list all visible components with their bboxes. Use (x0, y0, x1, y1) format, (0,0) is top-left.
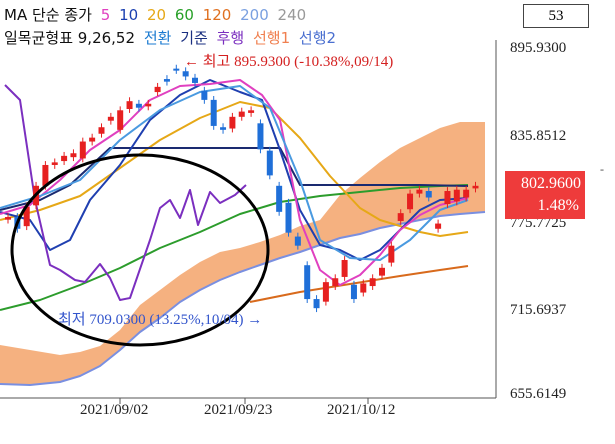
candle-body (332, 278, 339, 287)
candle-body (304, 265, 311, 300)
candle-body (276, 185, 283, 212)
ma10-line (0, 79, 469, 261)
candle-body (107, 116, 114, 121)
candle-body (285, 202, 292, 233)
candle-body (154, 86, 161, 93)
ma-legend-200: 200 (240, 6, 269, 24)
x-tick-label: 2021/09/02 (80, 402, 149, 418)
candle-body (472, 185, 479, 189)
ichimoku-legend-span2: 선행2 (298, 29, 337, 47)
candle-body (126, 101, 133, 109)
candle-body (248, 110, 255, 113)
candle-body (98, 127, 105, 134)
highlight-ellipse (10, 153, 270, 347)
ichimoku-cloud (0, 122, 485, 385)
candle-body (61, 155, 68, 162)
candle-body (322, 282, 329, 302)
candle-body (388, 245, 395, 263)
ma20-line (0, 101, 469, 237)
candle-body (135, 103, 142, 108)
price-change: 1.48% (537, 197, 579, 214)
current-price: 802.9600 (521, 175, 581, 192)
candle-body (407, 193, 414, 210)
y-tick-label: 715.6937 (510, 302, 567, 318)
lagging-span-line (4, 84, 247, 301)
candle-body (51, 162, 58, 165)
leading-span-2-line (0, 211, 486, 386)
ma-legend-60: 60 (174, 6, 194, 24)
candle-body (266, 150, 273, 176)
ichimoku-legend-span1: 선행1 (252, 29, 291, 47)
candle-body (360, 283, 367, 293)
current-price-box: 802.9600 1.48% (505, 171, 585, 219)
candle-body (425, 191, 432, 198)
ma-legend-title: MA 단순 종가 (4, 6, 92, 24)
candle-body (313, 299, 320, 309)
ma-legend-5: 5 (100, 6, 111, 24)
candle-body (416, 189, 423, 194)
ma-legend-20: 20 (146, 6, 167, 24)
ichimoku-legend-lagging: 후행 (216, 29, 245, 47)
count-box[interactable]: 53 (523, 4, 589, 28)
candle-body (444, 191, 451, 205)
candle-body (192, 77, 198, 83)
ma-legend: MA 단순 종가 5 10 20 60 120 200 240 (4, 4, 310, 25)
ma-legend-10: 10 (119, 6, 139, 24)
ichimoku-legend-conversion: 전환 (143, 29, 172, 47)
candle-body (463, 189, 470, 198)
candle-body (145, 103, 152, 107)
candle-body (397, 213, 404, 221)
ma-legend-120: 120 (202, 6, 232, 24)
candle-body (23, 206, 30, 227)
indicator-lines (0, 79, 486, 386)
edge-tick-mark: - (600, 162, 604, 176)
base-line (0, 147, 469, 211)
candle-body (79, 141, 86, 159)
candle-body (453, 189, 460, 202)
candle-body (294, 236, 301, 246)
ma60-line (0, 184, 469, 311)
y-tick-label: 835.8512 (510, 128, 567, 144)
candle-body (5, 217, 11, 220)
candle-body (163, 79, 170, 82)
candle-body (182, 71, 189, 77)
candle-body (369, 278, 376, 287)
y-tick-label: 895.9300 (510, 40, 567, 56)
candle-body (238, 111, 245, 117)
candle-body (117, 110, 124, 130)
cloud-area (0, 122, 485, 385)
high-annotation: ← 최고 895.9300 (-10.38%,09/14) (184, 54, 394, 70)
candle-body (341, 260, 348, 277)
candle-body (220, 127, 227, 130)
y-tick-label: 655.6149 (510, 386, 567, 402)
candle-body (201, 90, 208, 100)
date-gridlines (119, 398, 369, 404)
candle-body (379, 267, 385, 276)
candle-body (229, 116, 236, 129)
x-tick-label: 2021/10/12 (327, 402, 396, 418)
y-tick-label: 775.7725 (510, 215, 567, 231)
ma5-line (0, 79, 469, 286)
candle-body (350, 284, 357, 300)
candle-body (70, 153, 77, 158)
candle-body (173, 68, 180, 71)
candle-body (42, 164, 49, 186)
ichimoku-legend-title: 일목균형표 9,26,52 (4, 29, 136, 47)
low-annotation: 최저 709.0300 (13.25%,10/04) → (58, 312, 263, 328)
conversion-line (0, 85, 469, 261)
candle-body (257, 123, 264, 150)
ma-legend-240: 240 (277, 6, 307, 24)
candle-body (210, 99, 217, 126)
ichimoku-legend: 일목균형표 9,26,52 전환 기준 후행 선행1 선행2 (4, 27, 340, 48)
x-tick-label: 2021/09/23 (204, 402, 273, 418)
candle-body (89, 137, 96, 142)
ma120-line (249, 265, 469, 303)
ichimoku-legend-base: 기준 (180, 29, 208, 47)
candle-body (435, 223, 442, 229)
